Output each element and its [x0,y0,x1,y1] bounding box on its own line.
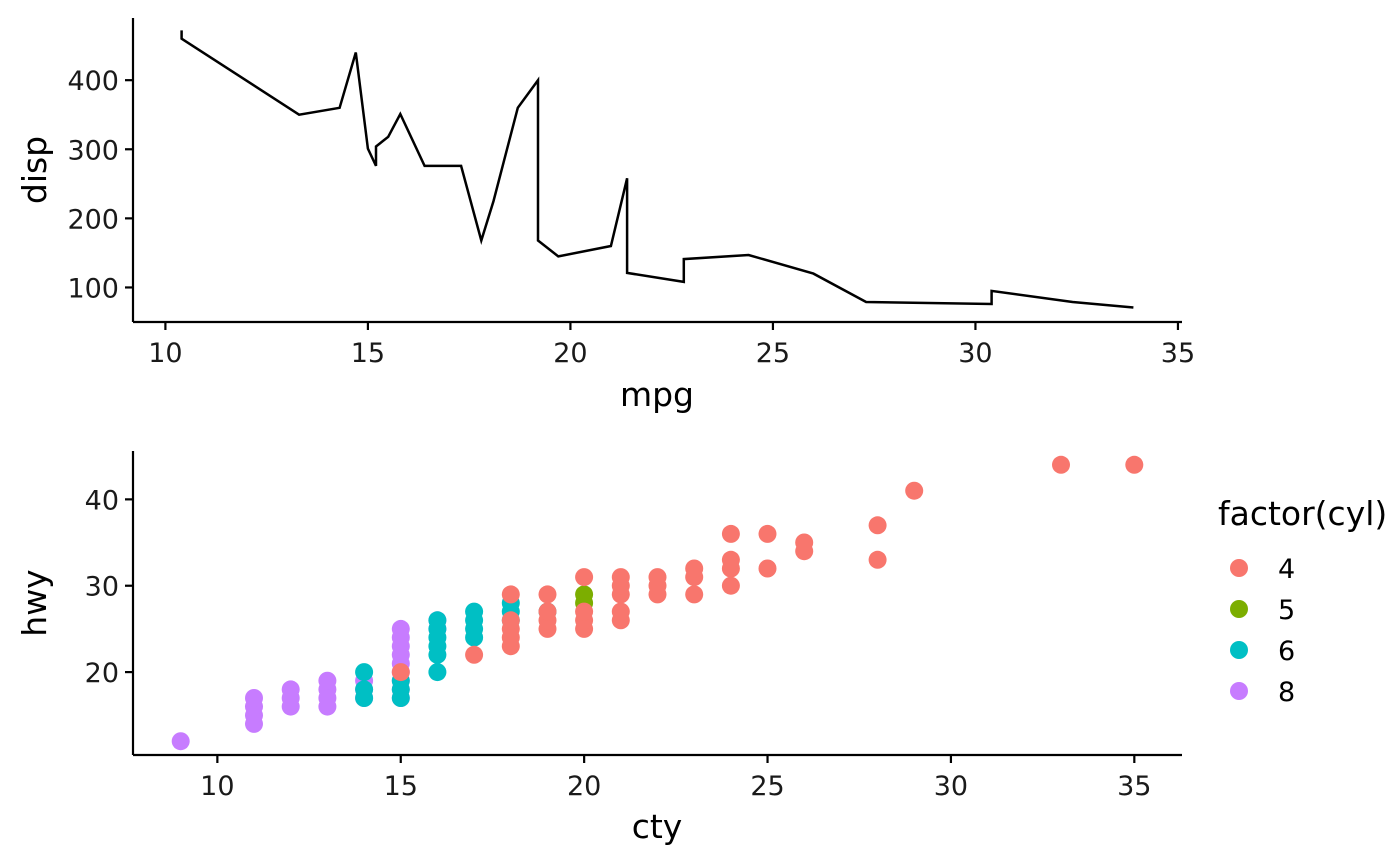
scatter-point-cyl-6 [428,611,447,630]
scatter-point-cyl-4 [868,516,887,535]
scatter-point-cyl-8 [281,680,300,699]
scatter-x-tick-label: 25 [750,771,784,802]
line-chart-x-ticks: 10 15 20 25 30 35 [148,322,1195,369]
scatter-point-cyl-4 [1125,455,1144,474]
scatter-point-cyl-4 [501,585,520,604]
scatter-point-cyl-4 [611,602,630,621]
scatter-point-cyl-5 [575,585,594,604]
line-chart-y-tick-label: 100 [67,273,119,304]
line-chart-x-tick-label: 35 [1161,338,1195,369]
line-chart-x-tick-label: 15 [351,338,385,369]
scatter-points [171,455,1144,751]
legend: factor(cyl) 4 5 6 8 [1218,494,1387,708]
legend-key-cyl-8 [1230,682,1248,700]
scatter-point-cyl-4 [575,602,594,621]
legend-key-cyl-6 [1230,641,1248,659]
legend-label-cyl-5: 5 [1278,595,1295,626]
scatter-point-cyl-4 [538,585,557,604]
line-chart-y-tick-label: 400 [67,66,119,97]
scatter-point-cyl-4 [648,568,667,587]
scatter-point-cyl-4 [868,550,887,569]
scatter-point-cyl-8 [318,671,337,690]
scatter-point-cyl-4 [611,568,630,587]
line-chart-y-ticks: 100 200 300 400 [67,66,133,304]
legend-label-cyl-4: 4 [1278,554,1295,585]
scatter-point-cyl-6 [428,663,447,682]
scatter-y-tick-label: 20 [85,658,119,689]
scatter-y-ticks: 20 30 40 [85,485,133,689]
legend-title: factor(cyl) [1218,494,1387,533]
scatter-x-tick-label: 10 [200,771,234,802]
scatter-point-cyl-6 [355,663,374,682]
scatter-y-tick-label: 30 [85,572,119,603]
scatter-point-cyl-4 [758,524,777,543]
scatter-point-cyl-8 [391,619,410,638]
scatter-point-cyl-4 [758,559,777,578]
scatter-point-cyl-4 [721,524,740,543]
scatter-point-cyl-4 [465,645,484,664]
line-chart-panel: 10 15 20 25 30 35 100 200 300 400 mpg disp [15,18,1195,414]
scatter-point-cyl-4 [1052,455,1070,474]
scatter-point-cyl-4 [685,559,704,578]
scatter-point-cyl-6 [465,602,484,621]
scatter-point-cyl-4 [575,568,594,587]
scatter-x-tick-label: 15 [384,771,418,802]
legend-items: 4 5 6 8 [1230,554,1295,708]
line-chart-y-tick-label: 200 [67,204,119,235]
line-chart-x-tick-label: 10 [148,338,182,369]
scatter-point-cyl-4 [721,550,740,569]
legend-key-cyl-5 [1230,600,1248,618]
line-chart-x-axis-title: mpg [620,375,694,414]
scatter-point-cyl-4 [501,611,520,630]
scatter-x-axis-title: cty [632,807,683,846]
line-chart-x-tick-label: 25 [756,338,790,369]
scatter-point-cyl-4 [905,481,924,500]
scatter-x-tick-label: 35 [1117,771,1151,802]
scatter-y-tick-label: 40 [85,485,119,516]
scatter-x-tick-label: 20 [567,771,601,802]
scatter-point-cyl-4 [538,602,557,621]
legend-label-cyl-8: 8 [1278,677,1295,708]
scatter-point-cyl-8 [245,689,263,707]
line-chart-y-axis-title: disp [15,136,54,204]
scatter-point-cyl-8 [171,732,190,751]
line-chart-y-tick-label: 300 [67,135,119,166]
legend-label-cyl-6: 6 [1278,636,1295,667]
line-chart-x-tick-label: 30 [958,338,992,369]
scatter-chart-panel: 10 15 20 25 30 35 20 30 40 cty hwy [15,451,1182,846]
scatter-point-cyl-4 [721,576,740,595]
scatter-y-axis-title: hwy [15,569,54,636]
scatter-x-tick-label: 30 [934,771,968,802]
disp-line-series [180,30,1134,309]
scatter-point-cyl-6 [355,680,374,699]
scatter-x-ticks: 10 15 20 25 30 35 [200,755,1151,802]
scatter-point-cyl-4 [685,585,704,604]
legend-key-cyl-4 [1230,559,1248,577]
scatter-point-cyl-4 [795,533,814,552]
line-chart-x-tick-label: 20 [553,338,587,369]
scatter-point-cyl-4 [391,663,410,682]
